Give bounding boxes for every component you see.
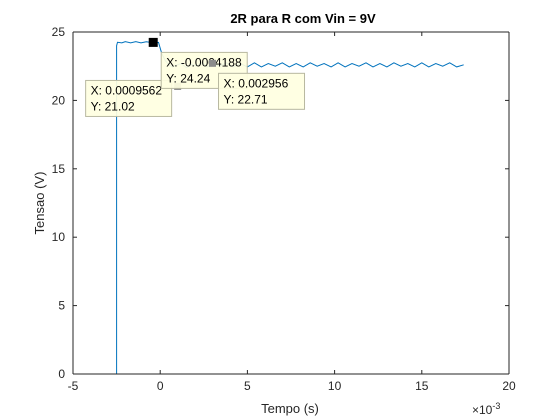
y-tick-label: 20 (52, 93, 66, 107)
y-tick-label: 5 (58, 299, 65, 313)
y-tick-label: 0 (58, 367, 65, 381)
datatip-layer: X: 0.0009562 Y: 21.02 X: -0.0004188 Y: 24.2… (85, 37, 306, 117)
datatip-x-text: X: -0.0004188 (166, 55, 242, 69)
x-exponent-power: -3 (492, 401, 500, 411)
x-tick-label: -5 (68, 379, 79, 393)
datatip-box (218, 72, 306, 110)
datatip-y-text: Y: 24.24 (166, 71, 210, 85)
x-exponent-base: ×10 (472, 403, 493, 417)
x-axis-label: Tempo (s) (261, 401, 319, 416)
y-axis-label: Tensao (V) (32, 172, 47, 235)
datatip-marker (148, 37, 158, 47)
chart-title: 2R para R com Vin = 9V (230, 11, 376, 26)
datatip-y-text: Y: 22.71 (224, 92, 268, 106)
x-tick-label: 0 (157, 379, 164, 393)
x-exponent-label: ×10-3 (472, 401, 500, 417)
datatip-x-text: X: 0.002956 (224, 76, 289, 90)
datatip-x-text: X: 0.0009562 (91, 83, 163, 97)
y-tick-label: 10 (52, 230, 66, 244)
x-tick-label: 5 (244, 379, 251, 393)
y-tick-label: 15 (52, 162, 66, 176)
datatip-y-text: Y: 21.02 (91, 99, 135, 113)
datatip-box (85, 79, 173, 117)
x-tick-label: 15 (415, 379, 429, 393)
x-tick-label: 20 (502, 379, 516, 393)
x-tick-label: 10 (328, 379, 342, 393)
y-tick-label: 25 (52, 25, 66, 39)
datatip-marker (209, 59, 217, 67)
